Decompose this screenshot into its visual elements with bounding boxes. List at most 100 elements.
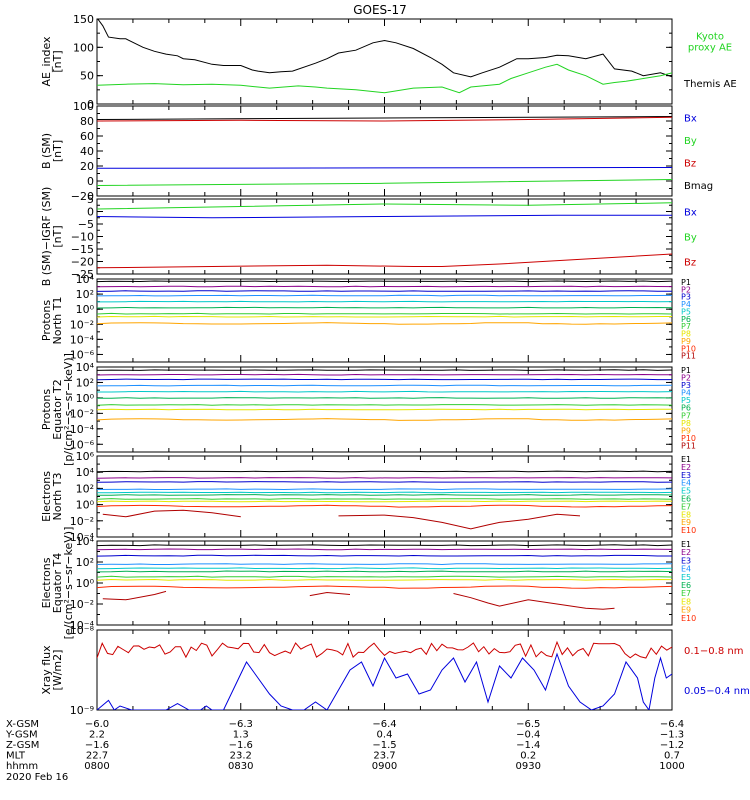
y-tick-label: 10⁻⁴ [70,619,95,632]
legend-entry: Bx [684,113,697,124]
legend-entry: E6 [681,495,691,504]
y-tick-label: 10² [76,556,94,569]
series-group [97,116,672,186]
y-tick-label: 10⁶ [76,450,95,463]
panel-2: −20 0 20 40 60 80 100 B (SM)[nT] Bx By Bz Bmag [40,100,713,203]
series-line [97,481,672,483]
legend-entry: E9 [681,518,691,527]
series-line [97,408,672,411]
y-tick-label: −10 [71,231,94,244]
series-line [97,373,672,376]
x-row-value: 0.2 [520,751,536,762]
x-row-value: −0.4 [516,730,540,741]
series-line [97,504,672,508]
y-tick-label: 10⁻⁴ [70,423,95,436]
x-row-value: −6.3 [229,719,253,730]
y-axis-label: ProtonsEquator T2[p/(cm²−s−sr−keV)] [40,353,75,466]
legend-line: Bmag [684,181,713,192]
legend-entry: P3 [681,293,691,302]
legend-entry: 0.1−0.8 nm [684,646,743,657]
series-line-segment [309,591,351,597]
y-tick-label: 10⁻⁴ [70,333,95,346]
series-line [97,575,672,578]
series-line [97,652,672,710]
legend-entry: P4 [681,389,691,398]
legend-entry: P11 [681,352,696,361]
series-group [97,640,672,710]
legend-entry: E3 [681,471,691,480]
y-tick-label: 10⁻⁴ [70,531,95,544]
legend-entry: P10 [681,344,696,353]
series-line [97,491,672,494]
series-line [97,116,672,122]
series-line [97,554,672,557]
panel-frame [96,540,673,626]
series-line [97,253,672,269]
legend-entry: E6 [681,581,691,590]
y-tick-label: 10⁴ [76,535,95,548]
legend-line: Bx [684,208,697,219]
series-line [97,404,672,406]
x-row-label: X-GSM [6,719,39,730]
x-row-value: 0.4 [377,730,393,741]
series-group [97,544,672,610]
legend-entry: P10 [681,434,696,443]
legend-entry: P6 [681,315,691,324]
legend-entry: E8 [681,597,691,606]
series-line [97,397,672,399]
legend-entry: Kyoto proxy AE [688,31,732,53]
legend-line: 0.1−0.8 nm [684,646,743,657]
legend-line: proxy AE [688,42,732,53]
legend-entry: E4 [681,565,691,574]
y-tick-label: −20 [71,190,94,203]
series-line [97,567,672,570]
y-axis-label-line: Xray flux [40,645,53,695]
x-row-value: −6.4 [660,719,684,730]
legend-line: Kyoto [696,31,724,42]
x-axis-labels: X-GSM −6.0 −6.3 −6.4 −6.5 −6.4Y-GSM 2.2 1.3 0.4−… [5,719,685,783]
y-tick-label: 10⁻⁸ [70,624,95,637]
y-tick-label: 20 [80,160,94,173]
panel-4: 10⁴ 10² 10⁰ 10⁻² 10⁻⁴ 10⁻⁶ ProtonsNorth T1 P1P2… [40,273,696,363]
x-row-value: 0930 [516,761,541,772]
date-label: 2020 Feb 16 [6,772,68,783]
series-group [97,280,672,325]
x-row-value: 1.3 [233,730,249,741]
legend-entry: E8 [681,510,691,519]
y-tick-label: 10⁴ [76,466,95,479]
x-row-label: MLT [6,751,26,762]
legend: Kyoto proxy AE Themis AE [683,31,737,90]
y-axis-label: B (SM)[nT] [40,133,64,169]
y-axis-label-line: AE_index [40,36,53,87]
series-line [97,477,672,479]
series-line-segment [102,590,167,601]
x-row-value: −6.0 [85,719,109,730]
x-row-value: 23.2 [230,751,252,762]
y-tick-label: 5 [87,193,94,206]
series-line [97,500,672,503]
legend-entry: P8 [681,419,691,428]
legend-entry: E1 [681,540,691,549]
legend-entry: Bz [684,158,696,169]
y-tick-label: 10² [76,482,94,495]
legend-entry: P11 [681,441,696,450]
legend-entry: P2 [681,374,691,383]
x-row-value: 1000 [659,761,684,772]
series-line [97,280,672,283]
legend-entry: E9 [681,606,691,615]
y-axis-label-line: Protons [40,389,53,430]
legend-entry: P8 [681,330,691,339]
x-row-label: Y-GSM [5,730,38,741]
plot-title: GOES-17 [353,3,407,17]
y-tick-label: 10⁰ [76,303,95,316]
legend-entry: P5 [681,307,691,316]
x-row-value: 0830 [228,761,253,772]
x-row-label: hhmm [6,761,38,772]
legend-entry: Bz [684,258,696,269]
legend: 0.1−0.8 nm 0.05−0.4 nm [684,646,750,697]
